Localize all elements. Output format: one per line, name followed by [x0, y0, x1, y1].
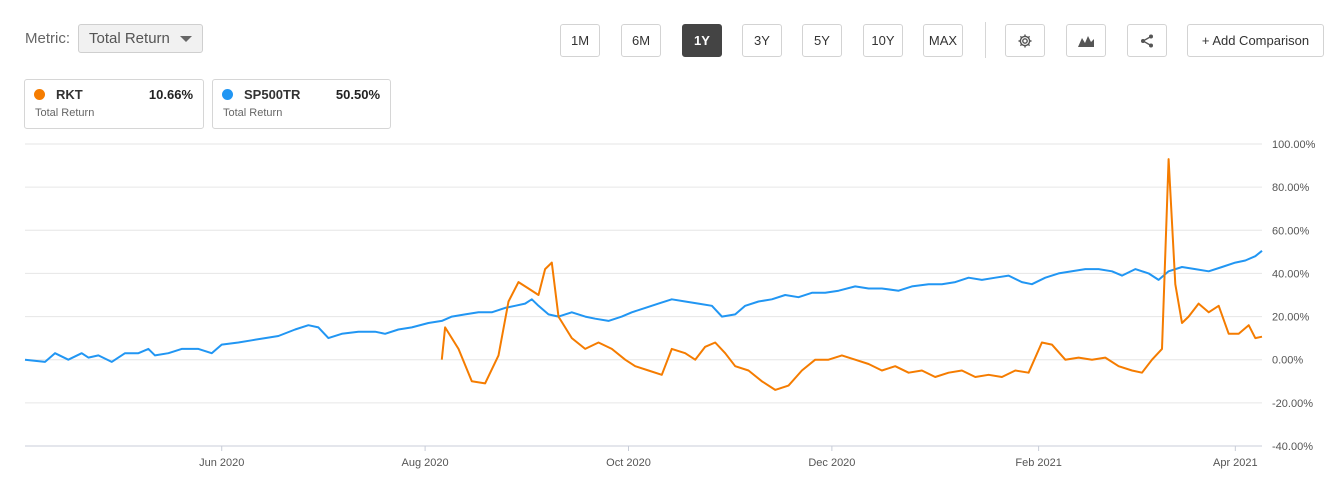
y-tick-label: -40.00%: [1272, 441, 1313, 453]
period-button-max[interactable]: MAX: [923, 24, 963, 57]
chart-type-icon: [1078, 35, 1094, 47]
period-label: 5Y: [814, 33, 830, 48]
period-button-6m[interactable]: 6M: [621, 24, 661, 57]
legend-series-name: RKT: [56, 87, 83, 102]
toolbar-divider: [985, 22, 986, 58]
y-axis-labels: 100.00% 80.00% 60.00% 40.00% 20.00% 0.00% -20.…: [1272, 139, 1316, 453]
x-tick-label: Jun 2020: [199, 457, 244, 469]
legend-series-value: 50.50%: [335, 87, 380, 102]
period-label: 1M: [570, 33, 590, 48]
y-tick-label: 0.00%: [1272, 355, 1303, 367]
legend-card-rkt[interactable]: RKT 10.66% Total Return: [24, 79, 204, 129]
period-button-5y[interactable]: 5Y: [802, 24, 842, 57]
x-tick-label: Apr 2021: [1213, 457, 1258, 469]
series-layer: [24, 158, 1263, 391]
metric-dropdown-value: Total Return: [89, 30, 170, 47]
y-tick-label: 60.00%: [1272, 225, 1310, 237]
metric-selector: Metric: Total Return: [25, 24, 203, 53]
caret-down-icon: [179, 35, 192, 42]
series-line-sp500tr: [24, 250, 1263, 363]
chart-type-button[interactable]: [1066, 24, 1106, 57]
period-button-3y[interactable]: 3Y: [742, 24, 782, 57]
period-label: MAX: [928, 33, 958, 48]
period-label: 6M: [631, 33, 651, 48]
y-tick-label: 20.00%: [1272, 312, 1310, 324]
period-label: 1Y: [694, 33, 710, 48]
period-button-10y[interactable]: 10Y: [863, 24, 903, 57]
x-tick-label: Oct 2020: [606, 457, 651, 469]
y-tick-label: 40.00%: [1272, 268, 1310, 280]
legend-card-sp500tr[interactable]: SP500TR 50.50% Total Return: [212, 79, 391, 129]
period-label: 3Y: [754, 33, 770, 48]
legend-series-metric: Total Return: [223, 107, 283, 119]
y-tick-label: 100.00%: [1272, 139, 1316, 151]
period-label: 10Y: [871, 33, 895, 48]
period-button-1m[interactable]: 1M: [560, 24, 600, 57]
period-button-1y[interactable]: 1Y: [682, 24, 722, 57]
metric-dropdown[interactable]: Total Return: [78, 24, 203, 53]
legend-series-metric: Total Return: [35, 107, 95, 119]
series-dot-icon: [34, 89, 45, 100]
share-icon: [1141, 34, 1153, 47]
x-axis-labels: Jun 2020 Aug 2020 Oct 2020 Dec 2020 Feb 2021…: [199, 446, 1258, 469]
add-comparison-button[interactable]: + Add Comparison: [1187, 24, 1324, 57]
x-tick-label: Aug 2020: [402, 457, 449, 469]
y-tick-label: 80.00%: [1272, 182, 1310, 194]
y-tick-label: -20.00%: [1272, 398, 1313, 410]
gridlines: [25, 143, 1262, 447]
legend-series-name: SP500TR: [244, 87, 301, 102]
settings-button[interactable]: [1005, 24, 1045, 57]
share-button[interactable]: [1127, 24, 1167, 57]
x-tick-label: Dec 2020: [808, 457, 855, 469]
gear-icon: [1018, 34, 1032, 47]
x-tick-label: Feb 2021: [1015, 457, 1061, 469]
series-dot-icon: [222, 89, 233, 100]
series-line-rkt: [440, 158, 1263, 391]
metric-label: Metric:: [25, 30, 70, 47]
legend-series-value: 10.66%: [148, 87, 193, 102]
